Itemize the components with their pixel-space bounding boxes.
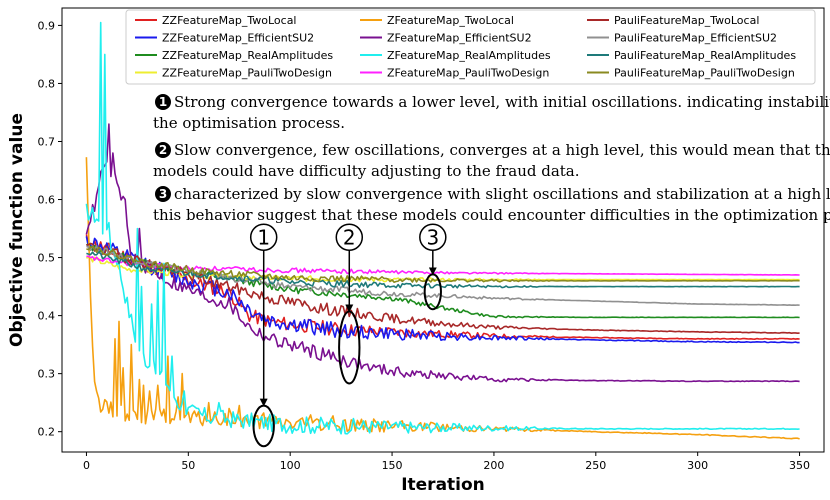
legend-entry: ZFeatureMap_TwoLocal: [387, 14, 514, 27]
y-tick-label: 0.9: [38, 19, 56, 32]
plot-area: [85, 21, 800, 440]
x-tick-label: 50: [181, 459, 195, 472]
annotation-text: characterized by slow convergence with s…: [174, 185, 830, 203]
series-line-1: [85, 236, 800, 344]
series-line-0: [85, 234, 800, 340]
legend-entry: PauliFeatureMap_TwoLocal: [614, 14, 759, 27]
y-axis-label: Objective function value: [7, 113, 27, 347]
annotation-text: the optimisation process.: [153, 114, 345, 132]
legend-entry: ZFeatureMap_EfficientSU2: [387, 32, 532, 45]
annotations: 1 Strong convergence towards a lower leve…: [153, 93, 830, 224]
annotation-text: models could have difficulty adjusting t…: [153, 162, 580, 180]
marker-number: 3: [426, 225, 439, 249]
series-layer: [85, 21, 800, 440]
y-tick-label: 0.5: [38, 252, 56, 265]
x-tick-label: 300: [687, 459, 708, 472]
legend: ZZFeatureMap_TwoLocal ZZFeatureMap_Effici…: [125, 9, 816, 85]
series-line-10: [86, 251, 800, 289]
annotation-text: Slow convergence, few oscillations, conv…: [174, 141, 830, 159]
legend-box: [125, 9, 816, 85]
legend-entry: ZZFeatureMap_EfficientSU2: [162, 32, 314, 45]
annotation-text: Strong convergence towards a lower level…: [174, 93, 830, 111]
series-line-8: [86, 242, 800, 334]
annotation-badge-number: 1: [159, 95, 167, 109]
y-tick-label: 0.8: [38, 77, 56, 90]
series-line-5: [85, 123, 800, 383]
y-tick-label: 0.7: [38, 135, 56, 148]
annotation-badge: [155, 94, 171, 110]
x-tick-label: 200: [483, 459, 504, 472]
x-tick-label: 100: [280, 459, 301, 472]
plot-frame: [61, 7, 825, 453]
series-line-3: [86, 256, 800, 283]
y-tick-label: 0.6: [38, 194, 56, 207]
legend-entry: ZZFeatureMap_RealAmplitudes: [162, 49, 333, 62]
x-tick-label: 350: [789, 459, 810, 472]
marker-number: 1: [257, 225, 270, 249]
x-axis-label: Iteration: [401, 475, 485, 495]
series-line-11: [86, 245, 800, 283]
annotation-badge: [155, 186, 171, 202]
annotation-text: this behavior suggest that these models …: [153, 206, 830, 224]
x-tick-label: 0: [83, 459, 90, 472]
series-line-7: [86, 255, 800, 276]
annotation-badge-number: 2: [159, 143, 167, 157]
legend-entry: ZFeatureMap_RealAmplitudes: [387, 49, 551, 62]
marker-ellipse: [338, 310, 361, 385]
series-line-6: [85, 21, 800, 435]
annotation-badge: [155, 142, 171, 158]
annotation-badge-number: 3: [159, 187, 167, 201]
y-tick-label: 0.3: [38, 368, 56, 381]
x-tick-label: 150: [382, 459, 403, 472]
y-tick-label: 0.4: [38, 310, 56, 323]
y-tick-label: 0.2: [38, 426, 56, 439]
marker-ellipse: [252, 404, 275, 448]
legend-entry: PauliFeatureMap_PauliTwoDesign: [614, 67, 795, 80]
marker-ellipse: [423, 273, 442, 311]
x-tick-label: 250: [585, 459, 606, 472]
axis-ticks: 0 50 100 150 200 250 300 350 0.2 0.3 0.4 0.5 0.6 0.7 0…: [38, 19, 811, 472]
series-line-4: [85, 157, 800, 440]
legend-entry: ZZFeatureMap_TwoLocal: [162, 14, 297, 27]
marker-number: 2: [343, 225, 356, 249]
legend-entry: PauliFeatureMap_RealAmplitudes: [614, 49, 796, 62]
legend-entry: ZZFeatureMap_PauliTwoDesign: [162, 67, 332, 80]
legend-entry: PauliFeatureMap_EfficientSU2: [614, 32, 777, 45]
markers: 1 2 3: [249, 223, 447, 448]
legend-entry: ZFeatureMap_PauliTwoDesign: [387, 67, 549, 80]
